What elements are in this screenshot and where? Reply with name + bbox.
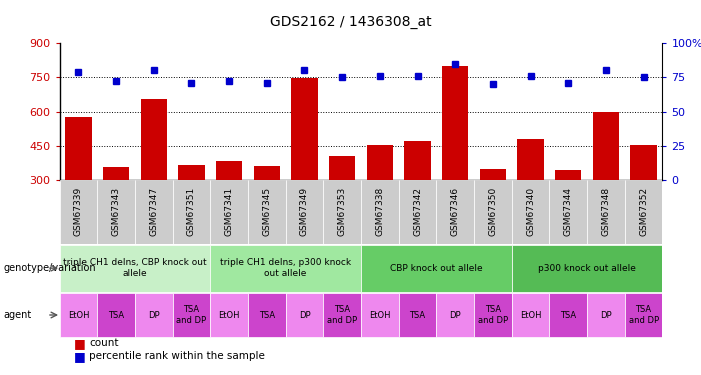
Text: TSA
and DP: TSA and DP xyxy=(478,305,508,325)
Bar xyxy=(97,180,135,244)
Bar xyxy=(178,165,205,180)
Text: TSA: TSA xyxy=(108,310,124,320)
Text: ■: ■ xyxy=(74,337,86,350)
Text: GSM67350: GSM67350 xyxy=(489,187,498,237)
Bar xyxy=(474,180,512,244)
Text: GSM67340: GSM67340 xyxy=(526,188,535,237)
Bar xyxy=(361,245,512,291)
Text: GSM67347: GSM67347 xyxy=(149,188,158,237)
Bar xyxy=(172,180,210,244)
Bar xyxy=(292,78,318,180)
Text: TSA: TSA xyxy=(560,310,576,320)
Bar xyxy=(436,293,474,337)
Bar xyxy=(248,293,286,337)
Text: TSA: TSA xyxy=(259,310,275,320)
Bar xyxy=(135,293,172,337)
Bar xyxy=(361,293,399,337)
Text: EtOH: EtOH xyxy=(369,310,390,320)
Text: count: count xyxy=(89,338,118,348)
Bar xyxy=(323,180,361,244)
Bar xyxy=(442,66,468,180)
Text: triple CH1 delns, CBP knock out
allele: triple CH1 delns, CBP knock out allele xyxy=(63,258,207,278)
Bar xyxy=(479,169,506,180)
Bar xyxy=(625,180,662,244)
Text: TSA: TSA xyxy=(409,310,426,320)
Text: CBP knock out allele: CBP knock out allele xyxy=(390,264,483,273)
Bar xyxy=(60,180,97,244)
Bar xyxy=(593,112,619,180)
Text: GDS2162 / 1436308_at: GDS2162 / 1436308_at xyxy=(270,15,431,29)
Text: GSM67338: GSM67338 xyxy=(375,187,384,237)
Text: TSA
and DP: TSA and DP xyxy=(177,305,207,325)
Text: GSM67348: GSM67348 xyxy=(601,188,611,237)
Text: GSM67343: GSM67343 xyxy=(111,188,121,237)
Bar xyxy=(630,145,657,180)
Bar xyxy=(135,180,172,244)
Bar xyxy=(65,117,92,180)
Bar xyxy=(141,99,167,180)
Text: GSM67352: GSM67352 xyxy=(639,188,648,237)
Bar xyxy=(587,293,625,337)
Bar xyxy=(210,180,248,244)
Text: GSM67344: GSM67344 xyxy=(564,188,573,236)
Bar xyxy=(286,293,323,337)
Text: GSM67341: GSM67341 xyxy=(224,188,233,237)
Text: GSM67345: GSM67345 xyxy=(262,188,271,237)
Text: genotype/variation: genotype/variation xyxy=(4,263,96,273)
Text: GSM67339: GSM67339 xyxy=(74,187,83,237)
Bar xyxy=(248,180,286,244)
Text: TSA
and DP: TSA and DP xyxy=(327,305,358,325)
Bar xyxy=(97,293,135,337)
Bar xyxy=(550,293,587,337)
Text: EtOH: EtOH xyxy=(219,310,240,320)
Bar xyxy=(587,180,625,244)
Text: GSM67346: GSM67346 xyxy=(451,188,460,237)
Text: GSM67351: GSM67351 xyxy=(187,187,196,237)
Bar xyxy=(172,293,210,337)
Bar xyxy=(367,145,393,180)
Bar xyxy=(216,160,243,180)
Text: agent: agent xyxy=(4,310,32,320)
Text: ■: ■ xyxy=(74,350,86,363)
Text: DP: DP xyxy=(299,310,311,320)
Text: p300 knock out allele: p300 knock out allele xyxy=(538,264,636,273)
Bar xyxy=(329,156,355,180)
Bar xyxy=(625,293,662,337)
Bar xyxy=(512,293,550,337)
Bar xyxy=(103,168,129,180)
Bar xyxy=(512,245,662,291)
Bar xyxy=(512,180,550,244)
Text: DP: DP xyxy=(148,310,160,320)
Bar xyxy=(404,141,430,180)
Text: GSM67353: GSM67353 xyxy=(338,187,347,237)
Bar xyxy=(436,180,474,244)
Bar xyxy=(517,139,544,180)
Text: GSM67349: GSM67349 xyxy=(300,188,309,237)
Bar xyxy=(399,293,436,337)
Text: DP: DP xyxy=(449,310,461,320)
Bar xyxy=(361,180,399,244)
Text: DP: DP xyxy=(600,310,612,320)
Text: EtOH: EtOH xyxy=(68,310,89,320)
Bar xyxy=(399,180,436,244)
Bar xyxy=(550,180,587,244)
Bar xyxy=(286,180,323,244)
Bar xyxy=(254,166,280,180)
Text: EtOH: EtOH xyxy=(520,310,541,320)
Text: percentile rank within the sample: percentile rank within the sample xyxy=(89,351,265,361)
Bar xyxy=(210,293,248,337)
Text: TSA
and DP: TSA and DP xyxy=(629,305,659,325)
Bar xyxy=(60,293,97,337)
Bar xyxy=(60,245,210,291)
Bar xyxy=(474,293,512,337)
Text: GSM67342: GSM67342 xyxy=(413,188,422,236)
Bar xyxy=(210,245,361,291)
Bar xyxy=(323,293,361,337)
Bar xyxy=(555,170,581,180)
Text: triple CH1 delns, p300 knock
out allele: triple CH1 delns, p300 knock out allele xyxy=(220,258,351,278)
